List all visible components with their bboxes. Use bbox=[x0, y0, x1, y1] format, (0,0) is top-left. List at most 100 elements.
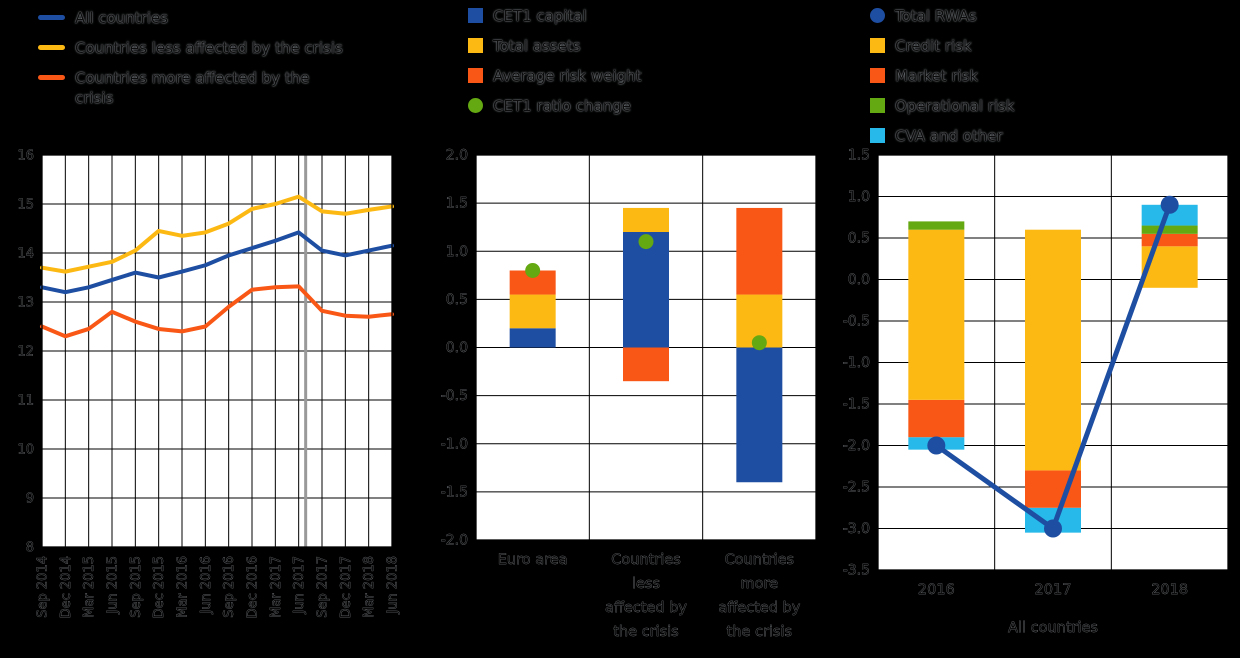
legend-label: All countries bbox=[75, 9, 169, 27]
legend-label: Countries more affected by the crisis bbox=[75, 69, 310, 107]
legend-item-cet1-capital: CET1 capital bbox=[468, 6, 818, 26]
svg-text:-2.0: -2.0 bbox=[441, 533, 468, 549]
legend-item-market-risk: Market risk bbox=[870, 66, 1230, 86]
svg-text:-1.5: -1.5 bbox=[441, 484, 468, 500]
legend-label: CVA and other bbox=[895, 127, 1003, 145]
rwa-composition-bar-chart: -3.5 -3.0 -2.5 -2.0 -1.5 -1.0 -0.5 0.0 0.5 1.0 1.5… bbox=[842, 147, 1229, 636]
svg-text:Sep 2017: Sep 2017 bbox=[316, 556, 331, 618]
legend-label: CET1 ratio change bbox=[493, 97, 631, 115]
svg-text:1.0: 1.0 bbox=[446, 244, 468, 260]
rwa-composition-legend: Total RWAs Credit risk Market risk Opera… bbox=[870, 6, 1230, 146]
legend-item-all-countries: All countries bbox=[38, 8, 408, 28]
svg-text:Countries: Countries bbox=[725, 552, 795, 568]
svg-text:Dec 2014: Dec 2014 bbox=[59, 556, 74, 618]
svg-text:1.0: 1.0 bbox=[848, 189, 870, 205]
svg-text:Dec 2017: Dec 2017 bbox=[339, 556, 354, 618]
svg-text:2016: 2016 bbox=[918, 582, 955, 598]
all-countries-line-swatch bbox=[38, 15, 65, 20]
svg-text:11: 11 bbox=[17, 394, 34, 409]
svg-text:9: 9 bbox=[26, 492, 34, 507]
svg-text:-1.0: -1.0 bbox=[441, 436, 468, 452]
svg-text:0.0: 0.0 bbox=[446, 340, 468, 356]
svg-text:12: 12 bbox=[17, 345, 34, 360]
svg-text:affected by: affected by bbox=[718, 600, 800, 616]
svg-text:-1.5: -1.5 bbox=[843, 397, 870, 413]
svg-text:8: 8 bbox=[26, 541, 34, 556]
svg-text:Jun 2018: Jun 2018 bbox=[386, 556, 401, 615]
svg-text:-0.5: -0.5 bbox=[843, 314, 870, 330]
svg-text:Mar 2017: Mar 2017 bbox=[269, 556, 284, 618]
more-affected-line-swatch bbox=[38, 75, 65, 80]
svg-text:Sep 2015: Sep 2015 bbox=[129, 556, 144, 618]
svg-text:Mar 2018: Mar 2018 bbox=[362, 556, 377, 618]
svg-text:-0.5: -0.5 bbox=[441, 388, 468, 404]
ratio-change-drivers-bar-chart: -2.0 -1.5 -1.0 -0.5 0.0 0.5 1.0 1.5 2.0 Euro area… bbox=[440, 147, 817, 640]
svg-text:14: 14 bbox=[17, 247, 34, 262]
svg-text:0.5: 0.5 bbox=[446, 292, 468, 308]
legend-item-credit-risk: Credit risk bbox=[870, 36, 1230, 56]
svg-text:Jun 2016: Jun 2016 bbox=[199, 556, 214, 615]
svg-text:Dec 2015: Dec 2015 bbox=[152, 556, 167, 618]
svg-text:Mar 2015: Mar 2015 bbox=[82, 556, 97, 618]
legend-item-less-affected: Countries less affected by the crisis bbox=[38, 38, 408, 58]
legend-item-cva-and-other: CVA and other bbox=[870, 126, 1230, 146]
total-rwas-dot-swatch bbox=[870, 8, 885, 23]
svg-text:Mar 2016: Mar 2016 bbox=[176, 556, 191, 618]
svg-text:-3.5: -3.5 bbox=[843, 563, 870, 579]
svg-text:-1.0: -1.0 bbox=[843, 355, 870, 371]
svg-text:Sep 2016: Sep 2016 bbox=[222, 556, 237, 618]
legend-item-operational-risk: Operational risk bbox=[870, 96, 1230, 116]
legend-label: Credit risk bbox=[895, 37, 972, 55]
cet1-capital-swatch bbox=[468, 8, 483, 23]
legend-item-total-rwas: Total RWAs bbox=[870, 6, 1230, 26]
legend-label: Total assets bbox=[493, 37, 581, 55]
svg-text:0.0: 0.0 bbox=[848, 272, 870, 288]
legend-item-average-risk-weight: Average risk weight bbox=[468, 66, 818, 86]
svg-text:-3.0: -3.0 bbox=[843, 521, 870, 537]
legend-label: Operational risk bbox=[895, 97, 1015, 115]
svg-text:affected by: affected by bbox=[605, 600, 687, 616]
svg-text:-2.0: -2.0 bbox=[843, 438, 870, 454]
legend-label: Market risk bbox=[895, 67, 979, 85]
svg-text:Countries: Countries bbox=[611, 552, 681, 568]
svg-text:13: 13 bbox=[17, 296, 34, 311]
capital-ratios-line-chart: 8 9 10 11 12 13 14 15 16 Sep 2014 Dec 2014 Mar 2015… bbox=[17, 148, 401, 618]
svg-text:All countries: All countries bbox=[1008, 620, 1098, 636]
svg-text:Jun 2015: Jun 2015 bbox=[106, 556, 121, 615]
svg-text:-2.5: -2.5 bbox=[843, 480, 870, 496]
svg-text:less: less bbox=[632, 576, 660, 592]
cet1-ratio-change-dot-swatch bbox=[468, 98, 483, 113]
svg-text:Sep 2014: Sep 2014 bbox=[36, 556, 51, 618]
credit-risk-swatch bbox=[870, 38, 885, 53]
svg-text:Jun 2017: Jun 2017 bbox=[292, 556, 307, 615]
cva-and-other-swatch bbox=[870, 128, 885, 143]
legend-label: Countries less affected by the crisis bbox=[75, 39, 343, 57]
svg-text:1.5: 1.5 bbox=[446, 196, 468, 212]
svg-text:the crisis: the crisis bbox=[727, 624, 793, 640]
svg-text:16: 16 bbox=[17, 149, 34, 164]
legend-label: Total RWAs bbox=[895, 7, 977, 25]
legend-item-more-affected: Countries more affected by the crisis bbox=[38, 68, 408, 108]
svg-text:Euro area: Euro area bbox=[498, 552, 568, 568]
legend-item-total-assets: Total assets bbox=[468, 36, 818, 56]
svg-text:2017: 2017 bbox=[1035, 582, 1072, 598]
legend-label: Average risk weight bbox=[493, 67, 642, 85]
capital-ratio-chart-legend: All countries Countries less affected by… bbox=[38, 8, 408, 108]
legend-item-cet1-ratio-change: CET1 ratio change bbox=[468, 96, 818, 116]
svg-text:1.5: 1.5 bbox=[848, 148, 870, 164]
ratio-change-drivers-legend: CET1 capital Total assets Average risk w… bbox=[468, 6, 818, 116]
svg-text:the crisis: the crisis bbox=[613, 624, 679, 640]
svg-text:10: 10 bbox=[17, 443, 34, 458]
svg-text:more: more bbox=[741, 576, 779, 592]
svg-text:0.5: 0.5 bbox=[848, 231, 870, 247]
less-affected-line-swatch bbox=[38, 45, 65, 50]
svg-text:15: 15 bbox=[17, 198, 34, 213]
operational-risk-swatch bbox=[870, 98, 885, 113]
svg-text:2.0: 2.0 bbox=[446, 148, 468, 164]
legend-label: CET1 capital bbox=[493, 7, 587, 25]
svg-text:Dec 2016: Dec 2016 bbox=[246, 556, 261, 618]
svg-text:2018: 2018 bbox=[1151, 582, 1188, 598]
total-assets-swatch bbox=[468, 38, 483, 53]
average-risk-weight-swatch bbox=[468, 68, 483, 83]
market-risk-swatch bbox=[870, 68, 885, 83]
